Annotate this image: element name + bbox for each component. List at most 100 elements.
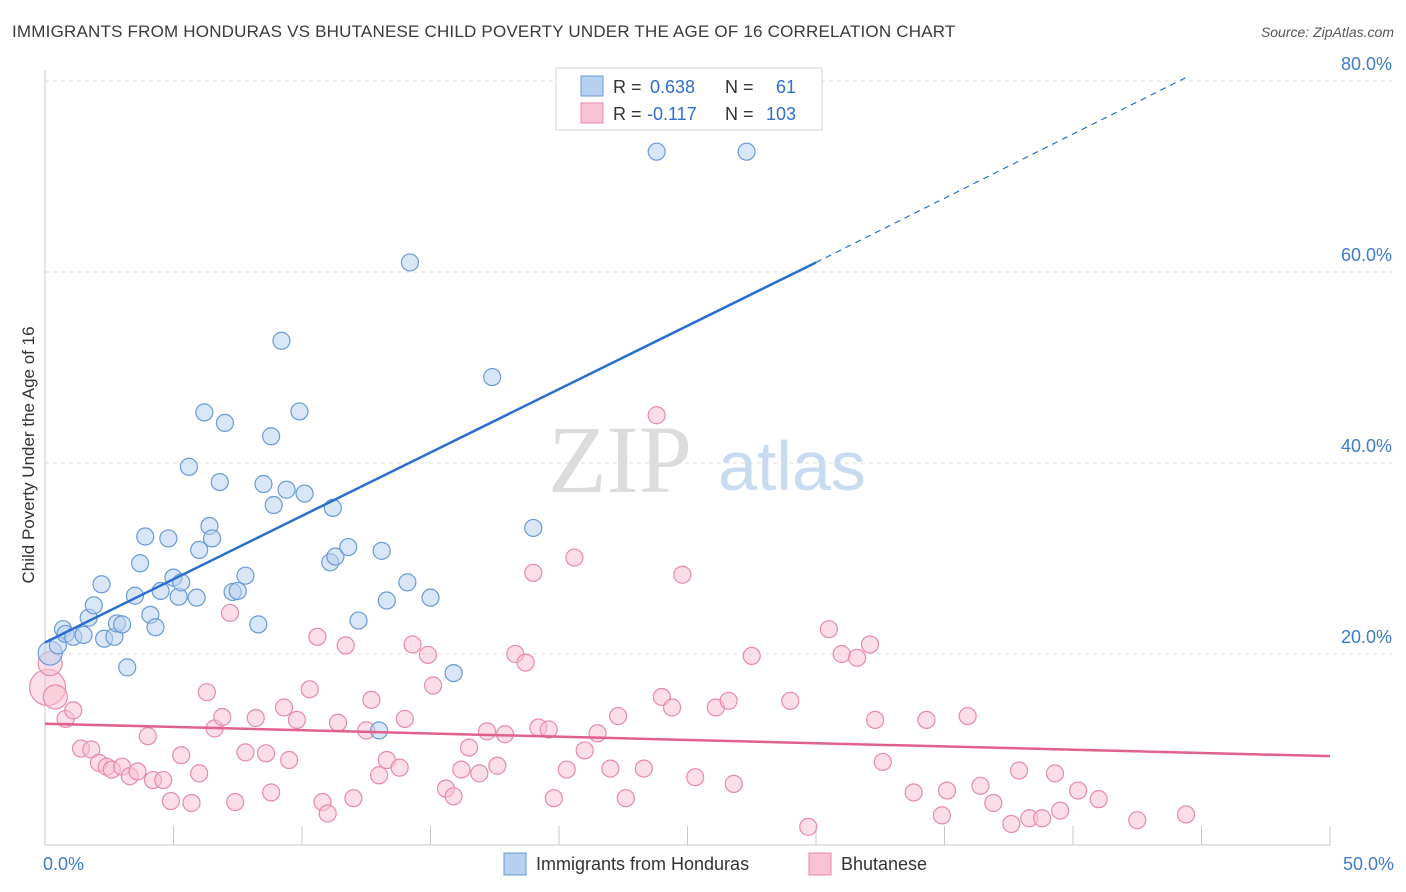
bhutanese-point xyxy=(82,740,101,759)
bhutanese-point xyxy=(1002,814,1021,834)
honduras-trend-line xyxy=(44,261,817,644)
honduras-point xyxy=(737,142,756,161)
bhutanese-point xyxy=(686,768,705,787)
bottom-legend-label-bhutanese: Bhutanese xyxy=(841,854,927,874)
honduras-point xyxy=(524,518,543,538)
axes xyxy=(44,70,1331,846)
bhutanese-point xyxy=(673,565,692,584)
bhutanese-point xyxy=(819,620,838,639)
bhutanese-point xyxy=(256,744,276,763)
bhutanese-point xyxy=(1051,801,1070,820)
legend-r-label-2: R = xyxy=(613,104,642,124)
bhutanese-point xyxy=(328,713,348,732)
bottom-legend: Immigrants from Honduras Bhutanese xyxy=(503,852,927,876)
honduras-point xyxy=(400,253,420,272)
honduras-point xyxy=(249,615,268,634)
honduras-point xyxy=(228,581,247,601)
honduras-point xyxy=(339,537,358,557)
bhutanese-point xyxy=(1033,809,1052,828)
bhutanese-point xyxy=(128,762,147,781)
legend-n-value-2: 103 xyxy=(766,104,796,124)
honduras-point xyxy=(74,625,93,645)
honduras-point xyxy=(92,575,111,594)
honduras-point xyxy=(272,331,291,350)
grid xyxy=(45,80,1392,655)
bhutanese-point xyxy=(588,724,607,743)
bhutanese-point xyxy=(423,676,443,695)
bottom-legend-swatch-bhutanese xyxy=(808,852,832,876)
honduras-point xyxy=(349,611,368,630)
x-tick-label-min: 0.0% xyxy=(43,854,84,874)
honduras-point xyxy=(421,588,440,607)
honduras-point xyxy=(190,540,209,560)
watermark-zip: ZIP xyxy=(548,406,692,513)
bhutanese-point xyxy=(575,741,594,760)
bhutanese-point xyxy=(190,764,209,783)
honduras-point xyxy=(179,457,199,476)
y-tick-label-60: 60.0% xyxy=(1341,245,1392,265)
bhutanese-point xyxy=(274,698,294,717)
bhutanese-point xyxy=(742,646,761,666)
bhutanese-point xyxy=(971,776,990,795)
bhutanese-point xyxy=(609,706,628,726)
bhutanese-point xyxy=(724,774,743,793)
bhutanese-point xyxy=(781,691,800,710)
bhutanese-point xyxy=(958,706,977,726)
bhutanese-point xyxy=(832,644,851,664)
bhutanese-point xyxy=(866,710,885,729)
honduras-trend-extension xyxy=(815,75,1189,263)
legend-r-value-2: -0.117 xyxy=(647,104,697,124)
legend-n-label-1: N = xyxy=(725,77,754,97)
bhutanese-point xyxy=(300,680,319,699)
bhutanese-point xyxy=(1089,790,1108,809)
bhutanese-point xyxy=(917,710,936,729)
series-bhutanese-points xyxy=(28,406,1196,836)
honduras-point xyxy=(84,596,103,615)
watermark-atlas: atlas xyxy=(718,427,866,505)
bhutanese-point xyxy=(984,793,1003,813)
y-tick-label-40: 40.0% xyxy=(1341,436,1392,456)
legend-swatch-bhutanese xyxy=(580,102,604,124)
bhutanese-point xyxy=(799,817,818,836)
bhutanese-point xyxy=(539,720,558,739)
honduras-point xyxy=(136,527,155,546)
bhutanese-point xyxy=(236,743,255,762)
bhutanese-point xyxy=(616,789,635,808)
bhutanese-point xyxy=(154,770,173,790)
bhutanese-point xyxy=(544,789,563,808)
bhutanese-point xyxy=(873,752,892,772)
bhutanese-point xyxy=(287,710,306,729)
honduras-point xyxy=(264,495,283,515)
honduras-point xyxy=(377,591,396,610)
bhutanese-point xyxy=(182,793,201,813)
y-axis-title: Child Poverty Under the Age of 16 xyxy=(19,326,38,583)
bhutanese-point xyxy=(403,635,422,654)
honduras-point xyxy=(112,615,132,634)
honduras-point xyxy=(159,529,178,548)
legend-n-value-1: 61 xyxy=(776,77,796,97)
top-legend: R = 0.638 N = 61 R = -0.117 N = 103 xyxy=(555,67,823,131)
bhutanese-point xyxy=(565,548,584,567)
bhutanese-point xyxy=(246,708,265,728)
legend-swatch-honduras xyxy=(580,75,604,97)
bhutanese-point xyxy=(390,758,409,777)
trend-lines xyxy=(44,75,1331,758)
honduras-point xyxy=(254,474,273,494)
bhutanese-point xyxy=(634,759,653,778)
bhutanese-point xyxy=(318,804,337,823)
bhutanese-point xyxy=(601,759,620,778)
bhutanese-point xyxy=(418,645,438,665)
honduras-point xyxy=(444,663,463,683)
bottom-legend-swatch-honduras xyxy=(503,852,527,876)
honduras-point xyxy=(146,618,165,637)
legend-r-label-1: R = xyxy=(613,77,642,97)
bhutanese-point xyxy=(280,750,299,770)
honduras-point xyxy=(326,547,345,566)
bhutanese-point xyxy=(197,683,217,702)
bottom-legend-label-honduras: Immigrants from Honduras xyxy=(536,854,749,874)
bhutanese-point xyxy=(138,727,157,746)
bhutanese-point xyxy=(308,627,327,646)
honduras-point xyxy=(262,427,281,446)
honduras-point xyxy=(210,473,229,492)
